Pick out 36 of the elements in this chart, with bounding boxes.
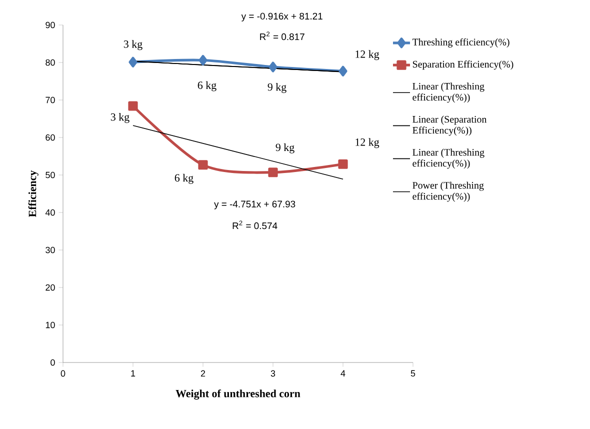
y-tick-label: 30 (46, 246, 55, 254)
annotation: y = -4.751x + 67.93 (214, 200, 296, 210)
text: y = -0.916x + 81.21 (241, 12, 322, 22)
annotation: R$^{2}$ = 0.574 (232, 220, 278, 230)
annotation: 12 kg (356, 50, 380, 60)
annotation: 6 kg (198, 81, 216, 92)
x-axis-title: Weight of unthreshed corn (176, 389, 300, 400)
y-tick-label: 10 (46, 322, 55, 328)
x-tick-label: 2 (200, 370, 206, 377)
y-tick-label: 80 (46, 59, 55, 66)
y-tick-label: 0 (50, 359, 55, 366)
annotation: 9 kg (276, 143, 294, 154)
legend-label: Separation Efficiency(%) (412, 60, 514, 70)
x-tick-label: 4 (340, 370, 346, 376)
y-tick-label: 50 (46, 172, 55, 178)
x-tick-label: 3 (270, 370, 276, 377)
legend-label: Linear (Separation Efficiency(%)) (412, 116, 487, 136)
y-tick-label: 60 (46, 134, 55, 141)
annotation: 6 kg (174, 174, 194, 184)
y-tick-label: 90 (46, 22, 55, 28)
y-axis-title: Efficiency (28, 170, 38, 217)
x-tick-label: 0 (60, 370, 66, 377)
legend-label: Linear (Threshing efficiency(%)) (412, 148, 484, 169)
legend-label: Power (Threshing efficiency(%)) (412, 182, 484, 202)
annotation: 9 kg (268, 83, 286, 93)
y-tick-label: 40 (45, 209, 55, 216)
y-tick-label: 20 (46, 284, 55, 291)
annotation: 12 kg (356, 138, 380, 148)
annotation: R$^{2}$ = 0.817 (260, 32, 304, 40)
annotation: 3 kg (110, 113, 130, 123)
annotation: 3 kg (124, 40, 142, 50)
x-tick-label: 5 (410, 370, 416, 377)
legend-label: Threshing efficiency(%) (412, 38, 510, 48)
legend-label: Linear (Threshing efficiency(%)) (412, 82, 484, 103)
y-tick-label: 70 (46, 96, 55, 104)
x-tick-label: 1 (131, 370, 136, 376)
